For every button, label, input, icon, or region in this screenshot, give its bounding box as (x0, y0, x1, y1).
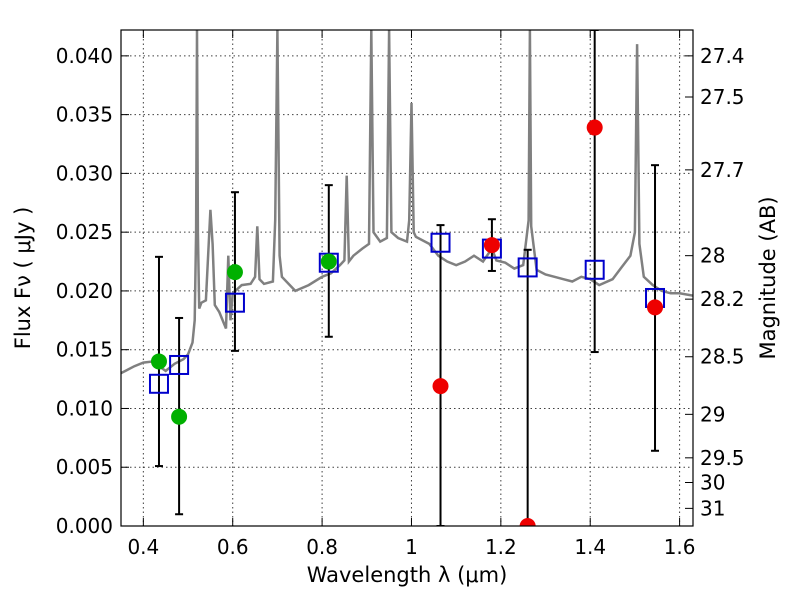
plot-frame (120, 29, 694, 527)
x-tick-label: 1.4 (574, 535, 606, 559)
bandpass-square-marker (169, 354, 190, 375)
magnitude-tick-label: 30 (700, 471, 725, 495)
magnitude-tick-label: 28.2 (700, 287, 745, 311)
magnitude-tick-label: 27.5 (700, 85, 745, 109)
y-axis-label: Flux Fν ( μJy ) (11, 207, 35, 350)
x-tick-label: 1.6 (664, 535, 696, 559)
x-tick-labels: 0.4 0.6 0.8 1 1.2 1.4 1.6 (127, 535, 695, 559)
bandpass-square-marker (224, 292, 245, 313)
bandpass-square-marker (430, 232, 451, 253)
green-data-point (150, 353, 167, 370)
y-tick-label: 0.025 (56, 220, 113, 244)
bandpass-square-marker (584, 259, 605, 280)
y-tick-label: 0.015 (56, 338, 113, 362)
green-data-point (320, 253, 337, 270)
red-data-point (519, 518, 536, 526)
magnitude-tick-label: 28 (700, 244, 725, 268)
red-data-point (647, 299, 664, 316)
y-tick-label: 0.035 (56, 103, 113, 127)
magnitude-tick-label: 29.5 (700, 446, 745, 470)
red-data-point (586, 119, 603, 136)
x-tick-label: 1 (405, 535, 418, 559)
magnitude-tick-label: 31 (700, 496, 725, 520)
x-tick-label: 0.4 (127, 535, 159, 559)
y-tick-label: 0.010 (56, 396, 113, 420)
bandpass-square-marker (148, 373, 169, 394)
photometry-points (150, 119, 664, 526)
right-axis-label: Magnitude (AB) (756, 196, 780, 359)
bandpass-square-marker (517, 257, 538, 278)
magnitude-tick-label: 27.4 (700, 44, 745, 68)
red-data-point (432, 378, 449, 395)
magnitude-tick-label: 27.7 (700, 158, 745, 182)
plot-area (121, 30, 693, 526)
green-data-point (226, 264, 243, 281)
red-data-point (483, 237, 500, 254)
y-tick-label: 0.030 (56, 161, 113, 185)
y-tick-label: 0.040 (56, 44, 113, 68)
y-tick-label: 0.000 (56, 514, 113, 538)
y-tick-label: 0.020 (56, 279, 113, 303)
y-tick-labels: 0.000 0.005 0.010 0.015 0.020 0.025 0.030 0.035… (56, 44, 113, 538)
model-spectrum-line (121, 30, 693, 375)
x-tick-label: 0.8 (306, 535, 338, 559)
x-axis-label: Wavelength λ (μm) (307, 563, 508, 587)
y-tick-label: 0.005 (56, 455, 113, 479)
magnitude-tick-label: 29 (700, 402, 725, 426)
green-data-point (171, 408, 188, 425)
x-tick-label: 1.2 (485, 535, 517, 559)
x-tick-label: 0.6 (217, 535, 249, 559)
axis-ticks (121, 30, 693, 527)
magnitude-tick-label: 28.5 (700, 345, 745, 369)
